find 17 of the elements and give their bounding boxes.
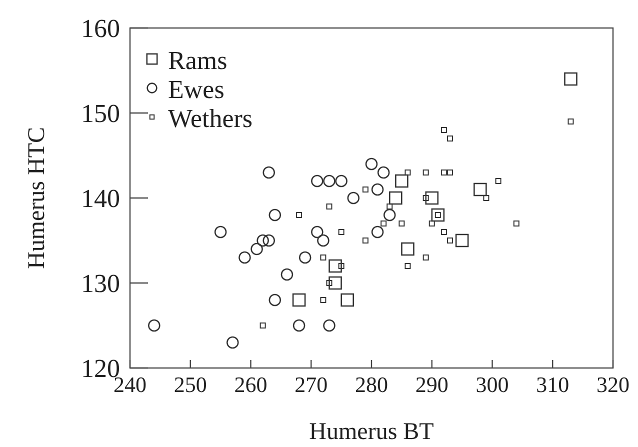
x-tick-label: 250 <box>174 372 207 397</box>
y-tick-label: 160 <box>81 14 120 44</box>
x-tick-label: 280 <box>355 372 388 397</box>
y-tick-label: 150 <box>81 99 120 128</box>
y-tick-label: 140 <box>81 184 120 214</box>
legend-label: Ewes <box>168 75 224 104</box>
x-tick-label: 310 <box>536 372 570 397</box>
x-tick-label: 320 <box>596 372 630 397</box>
y-tick-label: 130 <box>81 269 120 298</box>
legend-label: Wethers <box>168 104 253 134</box>
x-axis-title: Humerus BT <box>309 419 434 445</box>
y-axis-title: Humerus HTC <box>24 127 50 269</box>
x-tick-label: 290 <box>415 372 448 397</box>
x-tick-label: 270 <box>294 372 328 397</box>
x-tick-label: 260 <box>234 372 268 397</box>
legend-label: Rams <box>168 46 228 76</box>
x-tick-label: 300 <box>476 372 509 397</box>
